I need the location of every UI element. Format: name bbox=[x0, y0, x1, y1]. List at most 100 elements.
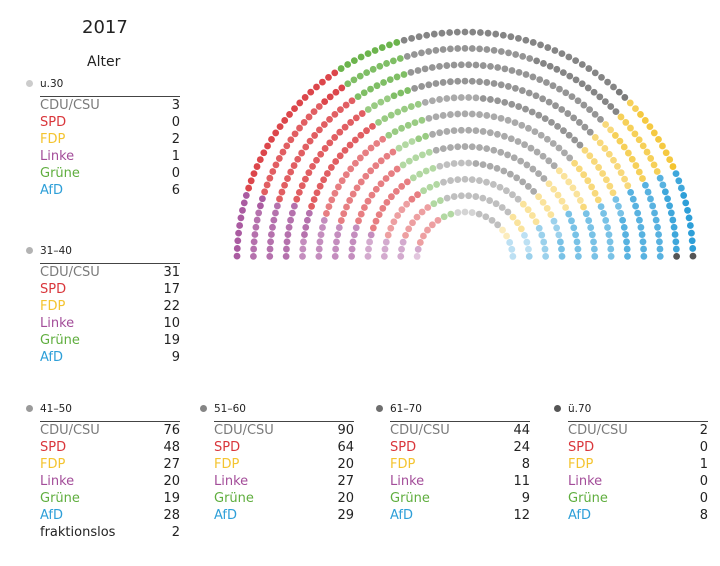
seat-dot bbox=[291, 130, 299, 138]
party-row: Grüne 0 bbox=[568, 490, 708, 507]
seat-dot bbox=[414, 100, 422, 108]
seat-dot bbox=[535, 111, 543, 119]
seat-dot bbox=[476, 45, 483, 53]
seat-dot bbox=[569, 184, 577, 192]
seat-dot bbox=[476, 78, 483, 86]
seat-dot bbox=[388, 170, 395, 178]
seat-dot bbox=[331, 69, 339, 77]
seat-dot bbox=[415, 135, 423, 143]
seat-dot bbox=[276, 195, 283, 203]
seat-dot bbox=[558, 252, 566, 260]
seat-dot bbox=[623, 245, 631, 253]
seat-dot bbox=[571, 136, 579, 144]
party-seat-count: 19 bbox=[163, 491, 180, 506]
seat-dot bbox=[573, 238, 581, 246]
seat-dot bbox=[519, 200, 527, 208]
party-seat-count: 76 bbox=[163, 423, 180, 438]
seat-dot bbox=[632, 202, 639, 210]
seat-dot bbox=[550, 185, 558, 193]
party-seat-count: 64 bbox=[337, 440, 354, 455]
seat-dot bbox=[578, 80, 586, 88]
seat-dot bbox=[412, 154, 420, 162]
seat-dot bbox=[436, 129, 444, 137]
party-row: Linke 0 bbox=[568, 473, 708, 490]
seat-dot bbox=[398, 124, 405, 132]
seat-dot bbox=[319, 78, 326, 86]
seat-dot bbox=[457, 61, 465, 69]
seat-dot bbox=[653, 168, 661, 175]
seat-dot bbox=[357, 53, 365, 61]
party-name: SPD bbox=[40, 282, 67, 297]
seat-dot bbox=[305, 169, 313, 177]
seat-dot bbox=[586, 152, 594, 160]
age-group-0: u.30 CDU/CSU 3 SPD 0 FDP 2 Linke 1 Grüne 0 AfD 6 bbox=[26, 78, 180, 199]
seat-dot bbox=[255, 209, 263, 217]
seat-dot bbox=[454, 209, 462, 216]
seat-dot bbox=[537, 41, 544, 49]
seat-dot bbox=[557, 238, 564, 246]
seat-dot bbox=[487, 63, 494, 70]
seat-dot bbox=[680, 192, 688, 199]
seat-dot bbox=[273, 202, 281, 210]
seat-dot bbox=[501, 132, 508, 140]
seat-dot bbox=[397, 89, 405, 97]
seat-dot bbox=[673, 252, 680, 260]
seat-dot bbox=[310, 108, 318, 116]
party-name: FDP bbox=[214, 457, 240, 472]
seat-dot bbox=[418, 83, 426, 90]
seat-dot bbox=[525, 124, 532, 132]
seat-dot bbox=[278, 188, 286, 196]
seat-dot bbox=[585, 65, 593, 72]
party-row: Grüne 20 bbox=[214, 490, 354, 507]
seat-dot bbox=[321, 98, 329, 105]
seat-dot bbox=[443, 128, 451, 135]
seat-dot bbox=[497, 114, 505, 122]
seat-dot bbox=[541, 245, 549, 253]
seat-dot bbox=[586, 128, 594, 136]
seat-dot bbox=[410, 51, 418, 58]
seat-dot bbox=[581, 123, 589, 131]
seat-dot bbox=[454, 110, 462, 118]
seat-dot bbox=[626, 99, 634, 107]
seat-dot bbox=[341, 146, 349, 154]
seat-dot bbox=[319, 224, 326, 231]
seat-dot bbox=[600, 210, 607, 217]
seat-dot bbox=[439, 79, 447, 86]
seat-dot bbox=[425, 81, 433, 89]
seat-dot bbox=[305, 113, 313, 121]
seat-dot bbox=[385, 131, 393, 139]
seat-dot bbox=[501, 65, 509, 73]
seat-dot bbox=[476, 177, 483, 184]
seat-dot bbox=[554, 191, 562, 199]
seat-dot bbox=[369, 65, 377, 73]
seat-dot bbox=[541, 115, 549, 123]
seat-dot bbox=[305, 209, 313, 217]
seat-dot bbox=[482, 213, 490, 221]
seat-dot bbox=[253, 163, 261, 170]
party-name: Linke bbox=[568, 474, 603, 489]
seat-dot bbox=[426, 183, 434, 191]
seat-dot bbox=[672, 245, 680, 253]
seat-dot bbox=[338, 84, 346, 92]
seat-dot bbox=[372, 217, 380, 225]
seat-dot bbox=[545, 98, 553, 106]
seat-dot bbox=[380, 252, 388, 260]
seat-dot bbox=[542, 252, 550, 260]
seat-dot bbox=[591, 111, 599, 118]
party-row: SPD 24 bbox=[390, 439, 530, 456]
seat-dot bbox=[605, 150, 613, 158]
seat-dot bbox=[409, 219, 416, 227]
party-seat-count: 28 bbox=[163, 508, 180, 523]
seat-dot bbox=[414, 67, 422, 74]
seat-dot bbox=[560, 127, 567, 135]
seat-dot bbox=[418, 208, 426, 216]
seat-dot bbox=[549, 140, 557, 147]
party-seat-count: 9 bbox=[521, 491, 530, 506]
seat-dot bbox=[401, 105, 408, 113]
seat-dot bbox=[639, 175, 646, 182]
seat-dot bbox=[656, 174, 664, 182]
age-group-label: ü.70 bbox=[568, 403, 592, 415]
seat-dot bbox=[429, 164, 437, 172]
seat-dot bbox=[307, 88, 315, 96]
seat-dot bbox=[664, 195, 671, 203]
